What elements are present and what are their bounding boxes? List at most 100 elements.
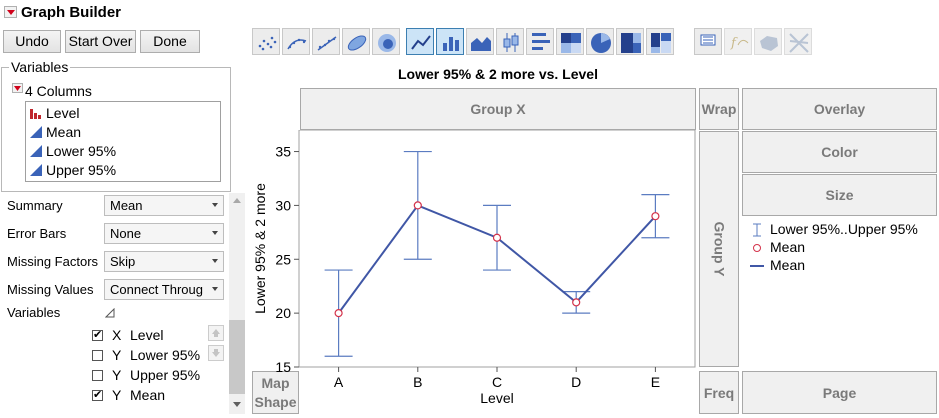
red-triangle-menu-icon[interactable] xyxy=(4,6,17,18)
variables-label: Variables xyxy=(7,305,61,320)
smoother-element-button[interactable] xyxy=(282,28,310,55)
page-zone[interactable]: Page xyxy=(742,371,937,414)
graph-area[interactable]: 15 20 25 30 35 A B C D E Level Lower 95% & 2 more xyxy=(248,130,698,414)
treemap-element-button[interactable] xyxy=(616,28,644,55)
group-x-zone[interactable]: Group X xyxy=(300,88,696,130)
arrow-up-icon xyxy=(212,329,220,337)
mosaic-element-button[interactable] xyxy=(646,28,674,55)
scroll-down-icon[interactable] xyxy=(229,396,245,412)
scroll-up-icon[interactable] xyxy=(229,193,245,209)
variable-role-name[interactable]: Lower 95% xyxy=(130,347,201,363)
group-y-label: Group Y xyxy=(711,221,727,277)
mean-point[interactable] xyxy=(492,233,502,242)
parallel-element-button[interactable] xyxy=(784,28,812,55)
ellipse-element-icon xyxy=(347,35,367,51)
variable-checkbox[interactable]: ✔ xyxy=(92,329,103,341)
nominal-bar-icon xyxy=(30,109,41,119)
map-shape-label-line1: Map xyxy=(261,374,290,391)
bar-element-icon xyxy=(443,37,459,51)
columns-menu-icon[interactable] xyxy=(12,83,23,93)
line-of-fit-element-button[interactable] xyxy=(312,28,340,55)
line-element-button[interactable] xyxy=(406,28,434,55)
pie-element-button[interactable] xyxy=(586,28,614,55)
mean-point[interactable] xyxy=(572,298,581,307)
color-zone[interactable]: Color xyxy=(742,131,937,173)
error-bars-label: Error Bars xyxy=(7,226,67,241)
variable-checkbox[interactable] xyxy=(92,370,103,381)
variable-role: Y xyxy=(112,347,122,363)
missing-values-value: Connect Throug xyxy=(110,282,203,297)
move-up-button[interactable] xyxy=(208,325,224,341)
smoother-element-icon xyxy=(287,38,307,50)
variable-role-name[interactable]: Mean xyxy=(130,387,166,403)
column-name: Level xyxy=(46,105,80,121)
move-down-button[interactable] xyxy=(208,345,224,361)
area-element-icon xyxy=(471,37,491,51)
map-shapes-element-button[interactable] xyxy=(754,28,782,55)
x-axis-label[interactable]: Level xyxy=(480,390,513,406)
error-bars-value: None xyxy=(110,226,142,241)
variable-role-name[interactable]: Upper 95% xyxy=(130,367,201,383)
parallel-element-icon xyxy=(789,33,809,53)
column-name: Lower 95% xyxy=(46,143,117,159)
column-name: Upper 95% xyxy=(46,162,117,178)
bar-element-button[interactable] xyxy=(436,28,464,55)
legend-error-bar-icon xyxy=(753,223,761,237)
variable-checkbox[interactable] xyxy=(92,350,103,361)
y-tick-label: 35 xyxy=(275,144,291,160)
line-element-icon xyxy=(411,35,431,50)
map-shape-zone[interactable]: Map Shape xyxy=(252,371,299,414)
continuous-triangle-icon xyxy=(30,126,42,138)
column-name: Mean xyxy=(46,124,82,140)
caption-box-element-button[interactable] xyxy=(694,28,722,55)
mean-point[interactable] xyxy=(334,309,343,318)
points-element-button[interactable] xyxy=(252,28,280,55)
y-tick-label: 30 xyxy=(275,197,291,213)
heatmap-element-button[interactable] xyxy=(556,28,584,55)
missing-values-label: Missing Values xyxy=(7,282,94,297)
wrap-zone[interactable]: Wrap xyxy=(699,88,739,130)
overlay-zone[interactable]: Overlay xyxy=(742,88,937,130)
formula-element-button[interactable]: f xyxy=(724,28,752,55)
y-axis-label[interactable]: Lower 95% & 2 more xyxy=(252,183,268,314)
summary-label: Summary xyxy=(7,198,63,213)
map-shape-label-line2: Shape xyxy=(254,393,297,410)
y-tick-label: 25 xyxy=(275,251,291,267)
mosaic-element-icon xyxy=(651,33,671,53)
box-plot-element-button[interactable] xyxy=(496,28,524,55)
points-element-icon xyxy=(258,36,277,51)
undo-button[interactable]: Undo xyxy=(3,30,61,53)
x-tick-label: A xyxy=(334,374,344,390)
missing-factors-label: Missing Factors xyxy=(7,254,99,269)
legend-circle-icon xyxy=(753,244,761,252)
svg-text:f: f xyxy=(730,36,738,51)
missing-values-combo[interactable]: Connect Throug xyxy=(104,279,224,300)
legend-line-icon xyxy=(750,265,764,267)
missing-factors-combo[interactable]: Skip xyxy=(104,251,224,272)
summary-combo[interactable]: Mean xyxy=(104,195,224,216)
contour-element-icon xyxy=(378,34,396,52)
done-button[interactable]: Done xyxy=(140,30,200,53)
start-over-button[interactable]: Start Over xyxy=(65,30,136,53)
variable-role-name[interactable]: Level xyxy=(130,327,164,343)
scrollbar-thumb[interactable] xyxy=(229,320,245,394)
size-zone[interactable]: Size xyxy=(742,174,937,216)
freq-zone[interactable]: Freq xyxy=(699,371,739,414)
error-bars-combo[interactable]: None xyxy=(104,223,224,244)
treemap-element-icon xyxy=(621,33,641,53)
contour-element-button[interactable] xyxy=(372,28,400,55)
mean-point[interactable] xyxy=(651,212,660,221)
mean-point[interactable] xyxy=(413,201,422,210)
ellipse-element-button[interactable] xyxy=(342,28,370,55)
area-element-button[interactable] xyxy=(466,28,494,55)
options-scrollbar[interactable] xyxy=(229,193,245,414)
variable-role: Y xyxy=(112,387,122,403)
histogram-element-button[interactable] xyxy=(526,28,554,55)
group-y-zone[interactable]: Group Y xyxy=(699,131,739,367)
x-tick-label: C xyxy=(492,374,502,390)
continuous-triangle-icon xyxy=(30,145,42,157)
variables-disclosure-icon[interactable] xyxy=(104,306,115,321)
y-tick-label: 20 xyxy=(275,305,291,321)
x-tick-label: E xyxy=(651,374,660,390)
variable-checkbox[interactable]: ✔ xyxy=(92,389,103,401)
